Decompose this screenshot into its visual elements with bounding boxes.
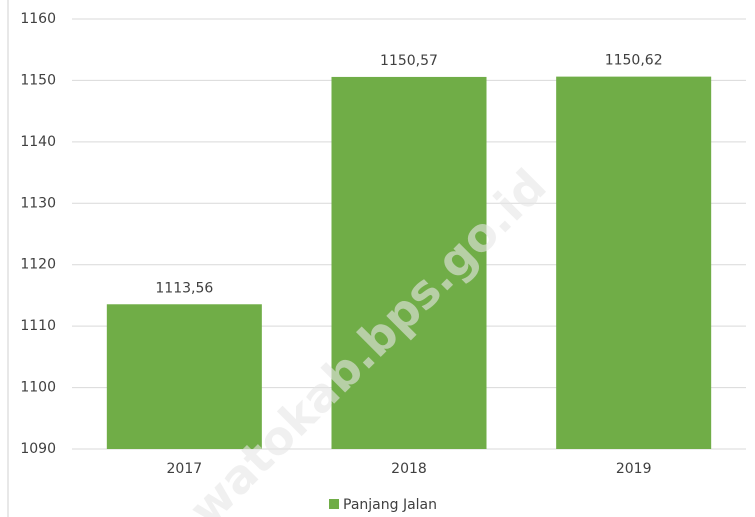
- legend-swatch: [329, 499, 339, 509]
- x-tick-label: 2018: [391, 461, 427, 477]
- bar: [106, 304, 262, 449]
- y-tick-label: 1110: [20, 318, 56, 334]
- bar: [331, 76, 487, 450]
- y-tick-label: 1120: [20, 257, 56, 273]
- y-tick-label: 1150: [20, 72, 56, 88]
- y-tick-label: 1090: [20, 441, 56, 457]
- y-tick-label: 1140: [20, 134, 56, 150]
- x-tick-label: 2017: [167, 461, 203, 477]
- y-tick-label: 1130: [20, 195, 56, 211]
- data-label: 1113,56: [155, 280, 213, 296]
- y-tick-label: 1100: [20, 380, 56, 396]
- y-tick-label: 1160: [20, 11, 56, 27]
- data-label: 1150,57: [380, 53, 438, 69]
- data-label: 1150,62: [605, 53, 663, 69]
- x-tick-label: 2019: [616, 461, 652, 477]
- bar: [556, 76, 712, 450]
- legend-label: Panjang Jalan: [343, 497, 437, 513]
